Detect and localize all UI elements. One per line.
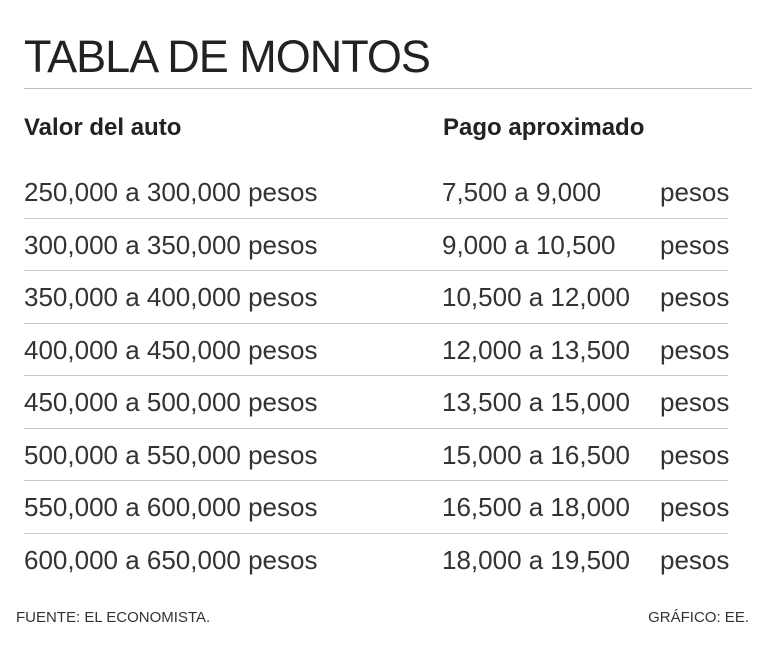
payment-unit-cell: pesos bbox=[660, 544, 730, 575]
car-value-cell: 450,000 a 500,000 pesos bbox=[24, 387, 318, 417]
table-row: 300,000 a 350,000 pesos 9,000 a 10,500 p… bbox=[24, 219, 730, 271]
payment-cell: 9,000 a 10,500 bbox=[442, 229, 616, 260]
car-value-cell: 250,000 a 300,000 pesos bbox=[24, 177, 318, 207]
payment-unit-cell: pesos bbox=[660, 334, 730, 365]
car-value-cell: 500,000 a 550,000 pesos bbox=[24, 439, 318, 470]
payment-cell: 18,000 a 19,500 bbox=[442, 544, 630, 575]
table-row: 400,000 a 450,000 pesos 12,000 a 13,500 … bbox=[24, 324, 730, 376]
payment-cell: 12,000 a 13,500 bbox=[442, 334, 630, 365]
car-value-cell: 300,000 a 350,000 pesos bbox=[24, 229, 318, 260]
payment-cell: 10,500 a 12,000 bbox=[442, 282, 630, 312]
source-note: FUENTE: EL ECONOMISTA. bbox=[16, 609, 211, 626]
payment-unit-cell: pesos bbox=[660, 387, 730, 417]
column-header-approx-payment: Pago aproximado bbox=[443, 114, 645, 141]
payment-unit-cell: pesos bbox=[660, 492, 730, 522]
table-row: 550,000 a 600,000 pesos 16,500 a 18,000 … bbox=[24, 481, 730, 534]
graphic-credit: GRÁFICO: EE. bbox=[648, 609, 749, 626]
car-value-cell: 600,000 a 650,000 pesos bbox=[24, 544, 318, 575]
payment-cell: 13,500 a 15,000 bbox=[442, 387, 630, 417]
title-divider bbox=[24, 88, 752, 89]
table-row: 250,000 a 300,000 pesos 7,500 a 9,000 pe… bbox=[24, 166, 730, 219]
payment-cell: 15,000 a 16,500 bbox=[442, 439, 630, 470]
car-value-cell: 550,000 a 600,000 pesos bbox=[24, 492, 318, 522]
payment-unit-cell: pesos bbox=[660, 177, 730, 207]
payment-cell: 16,500 a 18,000 bbox=[442, 492, 630, 522]
payment-unit-cell: pesos bbox=[660, 229, 730, 260]
table-row: 600,000 a 650,000 pesos 18,000 a 19,500 … bbox=[24, 534, 730, 587]
table-row: 500,000 a 550,000 pesos 15,000 a 16,500 … bbox=[24, 429, 730, 481]
car-value-cell: 350,000 a 400,000 pesos bbox=[24, 282, 318, 312]
page-title: TABLA DE MONTOS bbox=[24, 31, 431, 82]
car-value-cell: 400,000 a 450,000 pesos bbox=[24, 334, 318, 365]
payment-cell: 7,500 a 9,000 bbox=[442, 177, 602, 207]
payment-unit-cell: pesos bbox=[660, 439, 730, 470]
table-row: 350,000 a 400,000 pesos 10,500 a 12,000 … bbox=[24, 271, 730, 324]
payment-unit-cell: pesos bbox=[660, 282, 730, 312]
column-header-car-value: Valor del auto bbox=[24, 114, 182, 141]
amounts-table: 250,000 a 300,000 pesos 7,500 a 9,000 pe… bbox=[24, 166, 730, 587]
table-row: 450,000 a 500,000 pesos 13,500 a 15,000 … bbox=[24, 376, 730, 429]
